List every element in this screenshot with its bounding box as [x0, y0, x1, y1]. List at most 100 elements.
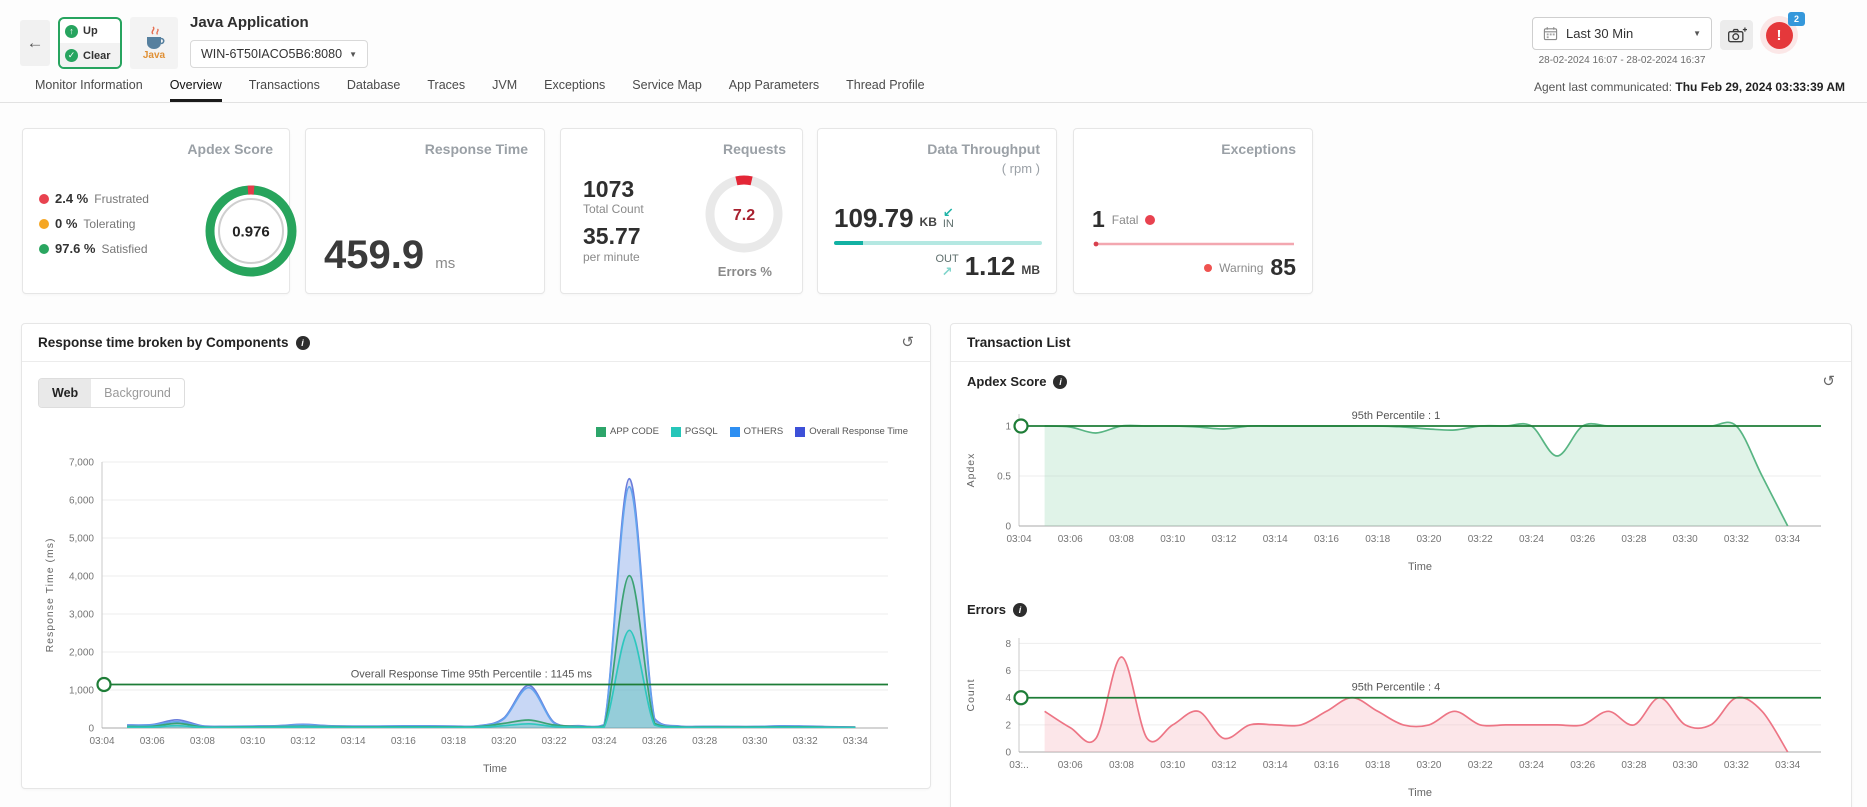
tab-overview[interactable]: Overview — [169, 78, 222, 102]
check-icon: ✓ — [65, 49, 78, 62]
svg-text:03:30: 03:30 — [1673, 534, 1698, 545]
throughput-in: 109.79 KB ↙ IN — [834, 205, 954, 231]
tab-exceptions[interactable]: Exceptions — [544, 78, 606, 92]
requests-total-label: Total Count — [583, 202, 644, 217]
time-range-dropdown[interactable]: Last 30 Min ▼ — [1532, 17, 1712, 50]
agent-last-communicated: Agent last communicated: Thu Feb 29, 202… — [1534, 80, 1845, 94]
svg-text:03:10: 03:10 — [240, 736, 265, 747]
tab-traces[interactable]: Traces — [427, 78, 466, 92]
legend-item-app-code[interactable]: APP CODE — [595, 426, 659, 437]
legend-pct: 97.6 % — [55, 241, 96, 256]
svg-text:Count: Count — [965, 678, 977, 711]
legend-dot-icon — [39, 193, 49, 204]
legend-label: Tolerating — [83, 216, 136, 231]
tab-app-parameters[interactable]: App Parameters — [728, 78, 820, 92]
legend-pct: 0 % — [55, 216, 78, 231]
back-button[interactable]: ← — [20, 20, 50, 66]
toggle-background[interactable]: Background — [104, 386, 171, 400]
tab-monitor-information[interactable]: Monitor Information — [35, 78, 143, 92]
svg-text:03:08: 03:08 — [1109, 534, 1134, 545]
health-label: Clear — [83, 49, 111, 62]
response-time-number: 459.9 — [324, 233, 425, 277]
svg-text:03:20: 03:20 — [1416, 534, 1441, 545]
legend-item-overall-response-time[interactable]: Overall Response Time — [795, 426, 908, 437]
tab-database[interactable]: Database — [346, 78, 401, 92]
apdex-gauge: 0.976 — [201, 181, 301, 286]
svg-text:03:18: 03:18 — [1365, 534, 1390, 545]
out-unit: MB — [1021, 263, 1040, 277]
java-monitor-icon: Java — [130, 17, 178, 69]
alert-count-badge: 2 — [1788, 12, 1805, 26]
out-label: OUT — [935, 253, 959, 265]
svg-text:4: 4 — [1005, 693, 1011, 704]
up-arrow-icon: ↑ — [65, 24, 78, 38]
svg-text:03:16: 03:16 — [1314, 534, 1339, 545]
agent-label: Agent last communicated: — [1533, 80, 1676, 94]
svg-text:03:10: 03:10 — [1160, 534, 1185, 545]
tab-service-map[interactable]: Service Map — [632, 78, 702, 92]
svg-text:03:28: 03:28 — [1621, 760, 1646, 771]
svg-text:0: 0 — [88, 724, 94, 735]
availability-label: Up — [83, 25, 98, 37]
throughput-out: OUT ↗ 1.12 MB — [935, 253, 1040, 279]
svg-text:03:..: 03:.. — [1009, 760, 1028, 771]
legend-item-pgsql[interactable]: PGSQL — [670, 426, 718, 437]
svg-text:03:08: 03:08 — [190, 736, 215, 747]
out-arrow-icon: ↗ — [941, 264, 953, 279]
chevron-down-icon: ▼ — [1693, 29, 1701, 38]
svg-text:03:24: 03:24 — [1519, 534, 1544, 545]
fatal-count: 1 — [1092, 206, 1105, 232]
tab-jvm[interactable]: JVM — [492, 78, 518, 92]
svg-text:Time: Time — [1408, 787, 1432, 799]
top-bar: ← ↑ Up ✓ Clear Java Java Application WIN… — [0, 0, 1867, 76]
svg-text:7.2: 7.2 — [733, 207, 755, 224]
agent-value: Thu Feb 29, 2024 03:33:39 AM — [1675, 80, 1845, 94]
snapshot-button[interactable] — [1720, 20, 1753, 50]
history-icon[interactable]: ↺ — [1822, 373, 1835, 390]
response-time-unit: ms — [435, 255, 456, 272]
camera-icon — [1727, 27, 1747, 43]
svg-text:1,000: 1,000 — [69, 686, 94, 697]
fatal-label: Fatal — [1111, 212, 1139, 227]
legend-dot-icon — [39, 218, 49, 229]
svg-text:03:18: 03:18 — [1365, 760, 1390, 771]
warning-label: Warning — [1219, 260, 1264, 275]
tab-transactions[interactable]: Transactions — [248, 78, 320, 92]
svg-text:03:14: 03:14 — [1263, 760, 1288, 771]
svg-text:03:34: 03:34 — [1775, 534, 1800, 545]
legend-item-others[interactable]: OTHERS — [729, 426, 783, 437]
toggle-web[interactable]: Web — [39, 379, 92, 407]
svg-text:03:32: 03:32 — [793, 736, 818, 747]
svg-text:03:30: 03:30 — [742, 736, 767, 747]
java-icon-label: Java — [143, 50, 166, 61]
svg-text:03:16: 03:16 — [1314, 760, 1339, 771]
exceptions-card: Exceptions 1 Fatal Warning 85 — [1073, 128, 1313, 294]
svg-text:03:34: 03:34 — [1775, 760, 1800, 771]
transaction-list-panel: Transaction List Apdex Score i ↺ 0 0.5 1 03… — [950, 323, 1852, 807]
svg-text:7,000: 7,000 — [69, 458, 94, 469]
panel-title: Transaction List — [967, 335, 1071, 350]
legend-dot-icon — [39, 243, 49, 254]
tab-thread-profile[interactable]: Thread Profile — [846, 78, 925, 92]
history-icon[interactable]: ↺ — [901, 334, 914, 351]
svg-text:03:06: 03:06 — [140, 736, 165, 747]
svg-text:03:20: 03:20 — [491, 736, 516, 747]
svg-text:03:24: 03:24 — [592, 736, 617, 747]
svg-text:Overall Response Time 95th Per: Overall Response Time 95th Percentile : … — [351, 668, 593, 680]
svg-text:03:22: 03:22 — [1468, 760, 1493, 771]
alerts-button[interactable]: ! 2 — [1760, 12, 1805, 54]
host-selector-dropdown[interactable]: WIN-6T50IACO5B6:8080 ▼ — [190, 40, 368, 68]
svg-text:1: 1 — [1005, 422, 1011, 433]
svg-text:Time: Time — [1408, 561, 1432, 573]
svg-text:0: 0 — [1005, 748, 1011, 759]
tab-bar: Monitor Information Overview Transactions D… — [0, 78, 1867, 103]
svg-text:5,000: 5,000 — [69, 534, 94, 545]
response-time-value: 459.9 ms — [324, 235, 455, 275]
svg-text:95th Percentile : 4: 95th Percentile : 4 — [1352, 682, 1441, 694]
errors-chart: 0 2 4 6 8 03:.. 03:06 03:08 03:10 03:12 03:14 03:16… — [961, 624, 1841, 807]
errors-chart-title: Errors — [967, 602, 1007, 617]
out-value: 1.12 — [964, 251, 1016, 281]
fatal-exceptions: 1 Fatal — [1092, 206, 1156, 232]
time-range-value: Last 30 Min — [1566, 26, 1634, 41]
card-title: Exceptions — [1221, 141, 1296, 157]
